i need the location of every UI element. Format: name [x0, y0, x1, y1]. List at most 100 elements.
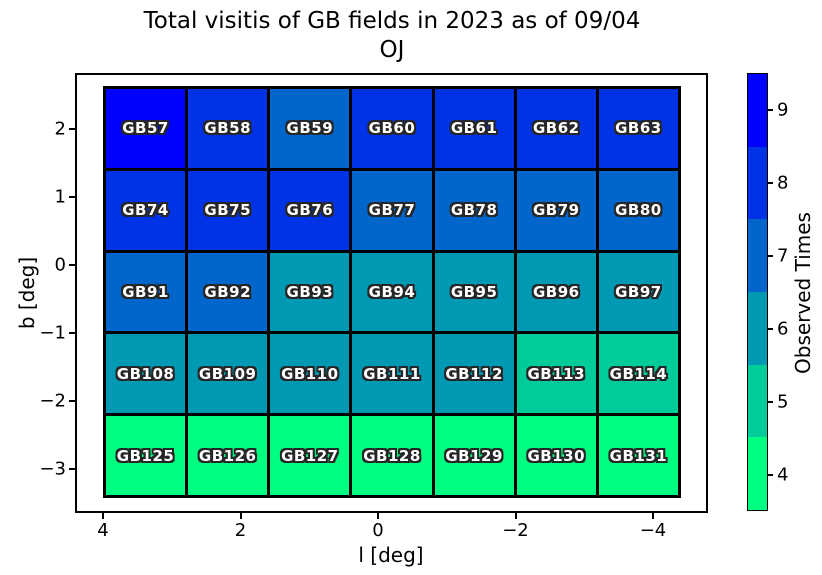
heatmap-cell: GB57	[106, 89, 186, 168]
x-tick-mark	[102, 513, 104, 519]
heatmap-cell: GB58	[188, 89, 268, 168]
heatmap-cell: GB63	[598, 89, 678, 168]
cell-label: GB112	[445, 364, 503, 383]
heatmap-cell: GB129	[434, 416, 514, 495]
heatmap-cell: GB74	[106, 170, 186, 250]
cell-label: GB131	[609, 446, 668, 465]
heatmap-cell: GB91	[106, 252, 186, 332]
cell-label: GB125	[116, 446, 175, 465]
cell-label: GB59	[286, 119, 334, 138]
x-tick-label: −4	[639, 520, 667, 541]
x-tick-mark	[239, 513, 242, 519]
heatmap-cell: GB109	[188, 334, 268, 414]
y-tick-mark	[69, 264, 75, 266]
chart-title: Total visitis of GB fields in 2023 as of…	[143, 8, 641, 34]
x-tick-label: 2	[234, 520, 247, 541]
y-tick-mark	[69, 196, 75, 198]
y-axis-label: b [deg]	[15, 256, 39, 330]
cell-label: GB97	[615, 282, 662, 301]
colorbar-tick-mark	[768, 108, 773, 111]
colorbar-tick-label: 8	[777, 172, 789, 193]
colorbar-tick-label: 9	[777, 99, 789, 120]
y-tick-label: 0	[54, 254, 66, 276]
cell-label: GB61	[450, 119, 498, 138]
cell-label: GB95	[450, 282, 498, 301]
x-tick-label: 4	[97, 520, 109, 541]
heatmap-cell: GB75	[188, 170, 268, 250]
heatmap-cell: GB76	[270, 170, 350, 250]
y-tick-label: −1	[39, 322, 66, 344]
colorbar-band	[748, 364, 767, 438]
colorbar-band	[748, 74, 767, 147]
colorbar-band	[748, 437, 767, 511]
heatmap-cell: GB128	[352, 416, 432, 495]
cell-label: GB77	[368, 201, 416, 220]
heatmap-cell: GB111	[352, 334, 432, 414]
cell-label: GB94	[368, 282, 416, 301]
colorbar-label: Observed Times	[791, 212, 815, 374]
cell-label: GB63	[615, 119, 662, 138]
y-tick-label: −2	[39, 390, 66, 412]
cell-label: GB79	[532, 201, 580, 220]
heatmap-cell: GB59	[270, 89, 350, 168]
heatmap-cell: GB78	[434, 170, 514, 250]
heatmap-cell: GB61	[434, 89, 514, 168]
heatmap-cell: GB95	[434, 252, 514, 332]
cell-label: GB108	[116, 364, 175, 383]
heatmap-cell: GB93	[270, 252, 350, 332]
heatmap-grid: GB57 GB58 GB59 GB60 GB61 GB62 GB63 GB74 GB75 GB76…	[103, 86, 681, 498]
cell-label: GB129	[445, 446, 503, 465]
x-tick-mark	[377, 513, 379, 519]
cell-label: GB130	[527, 446, 586, 465]
colorbar-tick-mark	[768, 254, 773, 257]
colorbar-tick-label: 7	[777, 245, 789, 266]
cell-label: GB62	[532, 119, 580, 138]
chart-subtitle: OJ	[379, 37, 405, 63]
heatmap-cell: GB62	[516, 89, 596, 168]
x-tick-mark	[652, 513, 654, 519]
colorbar-band	[748, 146, 767, 220]
heatmap-cell: GB114	[598, 334, 678, 414]
colorbar-tick-label: 4	[777, 464, 789, 485]
cell-label: GB75	[204, 201, 252, 220]
heatmap-cell: GB79	[516, 170, 596, 250]
y-tick-mark	[69, 400, 75, 402]
cell-label: GB76	[286, 201, 334, 220]
x-tick-label: 0	[372, 520, 384, 541]
cell-label: GB110	[281, 364, 339, 383]
y-tick-mark	[69, 332, 75, 334]
cell-label: GB109	[198, 364, 257, 383]
colorbar-band	[748, 219, 767, 293]
cell-label: GB78	[450, 201, 498, 220]
heatmap-cell: GB110	[270, 334, 350, 414]
x-tick-label: −2	[502, 520, 529, 541]
cell-label: GB127	[281, 446, 339, 465]
colorbar-tick-mark	[768, 400, 773, 403]
colorbar	[747, 73, 768, 511]
cell-label: GB113	[527, 364, 586, 383]
colorbar-tick-label: 6	[777, 318, 789, 339]
colorbar-band	[748, 292, 767, 365]
colorbar-tick-mark	[768, 327, 773, 330]
heatmap-cell: GB77	[352, 170, 432, 250]
cell-label: GB58	[204, 119, 252, 138]
y-tick-label: 2	[54, 118, 66, 140]
heatmap-cell: GB92	[188, 252, 268, 332]
cell-label: GB128	[363, 446, 421, 465]
heatmap-cell: GB97	[598, 252, 678, 332]
y-tick-label: 1	[54, 186, 66, 208]
heatmap-cell: GB131	[598, 416, 678, 495]
heatmap-cell: GB60	[352, 89, 432, 168]
cell-label: GB60	[368, 119, 416, 138]
cell-label: GB111	[363, 364, 421, 383]
cell-label: GB92	[204, 282, 252, 301]
colorbar-tick-label: 5	[777, 391, 789, 412]
cell-label: GB74	[122, 201, 169, 220]
y-tick-mark	[69, 468, 75, 470]
heatmap-cell: GB113	[516, 334, 596, 414]
heatmap-cell: GB94	[352, 252, 432, 332]
heatmap-cell: GB125	[106, 416, 186, 495]
heatmap-cell: GB130	[516, 416, 596, 495]
y-tick-label: −3	[39, 458, 66, 480]
heatmap-cell: GB80	[598, 170, 678, 250]
